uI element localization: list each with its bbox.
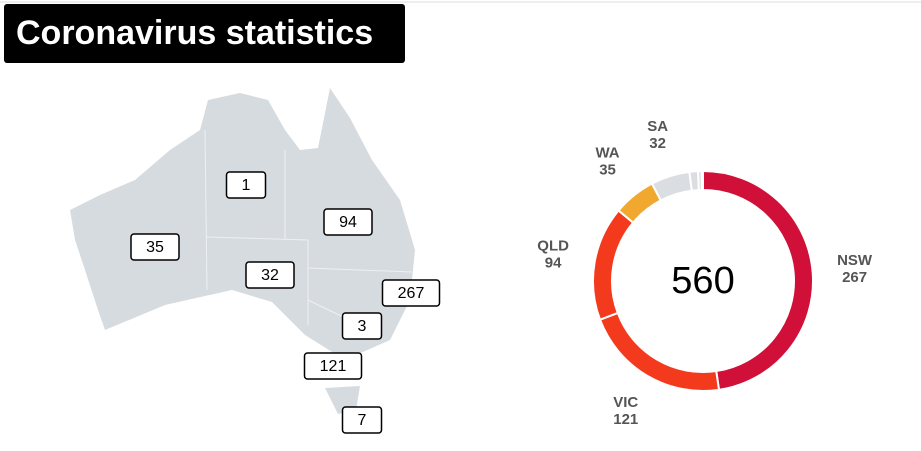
map-label-box bbox=[341, 312, 383, 340]
map-label-box bbox=[323, 208, 373, 236]
segment-name: QLD bbox=[537, 238, 569, 255]
donut-segment bbox=[650, 170, 693, 202]
donut-segment bbox=[592, 209, 635, 321]
donut-segment bbox=[598, 311, 721, 392]
segment-value: 94 bbox=[545, 255, 562, 272]
borders bbox=[204, 129, 413, 331]
map bbox=[70, 88, 415, 414]
segment-value: 35 bbox=[599, 162, 616, 179]
segment-name: NSW bbox=[837, 252, 873, 269]
australia bbox=[70, 88, 415, 360]
map-labels: 1 94 35 32 267 3 121 7 bbox=[130, 171, 441, 434]
map-label-box bbox=[245, 261, 295, 289]
segment-name: SA bbox=[647, 118, 668, 135]
donut-segment bbox=[700, 169, 704, 192]
map-label: 32 bbox=[261, 267, 279, 284]
map-label-box bbox=[225, 171, 267, 199]
map-label: 267 bbox=[398, 285, 425, 302]
map-label-box bbox=[303, 352, 363, 380]
map-label: 1 bbox=[242, 177, 251, 194]
map-label-box bbox=[381, 279, 441, 307]
segment-value: 267 bbox=[842, 269, 867, 286]
map-label: 3 bbox=[358, 318, 367, 335]
segment-name: VIC bbox=[613, 394, 638, 411]
title-box bbox=[4, 4, 405, 63]
segment-value: 32 bbox=[649, 135, 666, 152]
map-label: 94 bbox=[339, 214, 357, 231]
segment-value: 121 bbox=[613, 411, 638, 428]
map-label: 7 bbox=[358, 412, 367, 429]
map-label-box bbox=[130, 233, 180, 261]
title: Coronavirus statistics bbox=[16, 14, 373, 52]
map-label: 35 bbox=[146, 239, 164, 256]
donut-total: 560 bbox=[671, 260, 734, 302]
map-label-box bbox=[341, 406, 383, 434]
map-label: 121 bbox=[320, 358, 347, 375]
segment-name: WA bbox=[595, 145, 619, 162]
